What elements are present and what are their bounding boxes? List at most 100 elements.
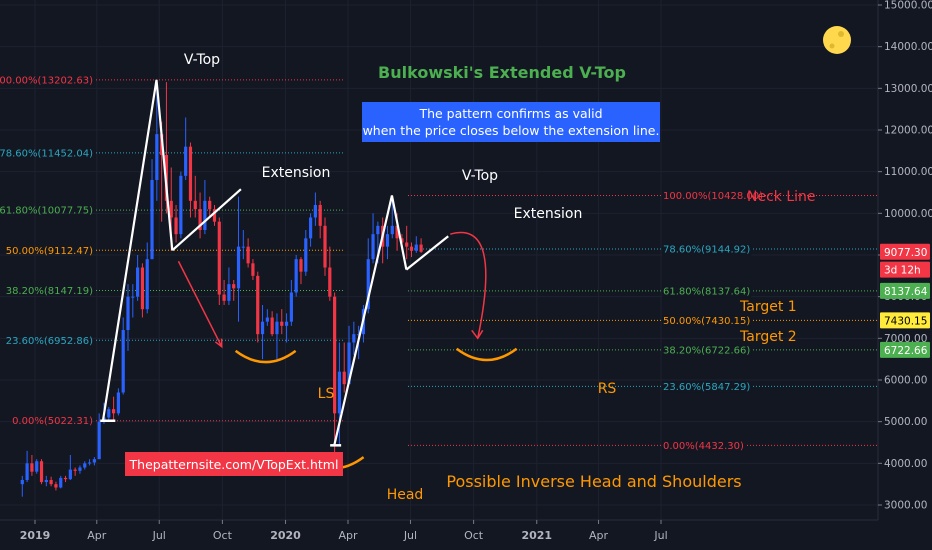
fib-right-label: 61.80%(8137.64) [663, 286, 750, 297]
fib-label-backdrop [662, 381, 752, 393]
x-tick-label: Apr [87, 529, 107, 542]
price-badge-label: 6722.66 [884, 345, 928, 357]
candle-body [30, 463, 34, 472]
x-tick-label: Apr [589, 529, 609, 542]
candle-body [136, 267, 140, 297]
fib-left-label: 0.00%(5022.31) [12, 416, 93, 427]
arrow-left [177, 260, 223, 348]
price-badge [880, 261, 930, 278]
candle-body [323, 225, 327, 268]
candle-body [280, 321, 284, 326]
candle-body [366, 259, 370, 310]
candle-body [390, 225, 394, 235]
fib-label-backdrop [662, 286, 752, 298]
candle-body [241, 246, 245, 248]
vtop-left-line [101, 79, 174, 421]
candle-body [232, 284, 236, 289]
candle-body [92, 459, 96, 463]
x-axis[interactable]: 2019 Apr Jul Oct 2020 Apr Jul Oct 2021 Apr Jul [0, 519, 878, 542]
fib-left-label: 50.00%(9112.47) [6, 246, 93, 257]
candle-body [246, 246, 250, 264]
y-tick-label: 6000.00 [884, 374, 927, 386]
candle-body [333, 296, 337, 414]
fib-left-label: 23.60%(6952.86) [6, 336, 93, 347]
fib-label-backdrop [662, 345, 752, 357]
arrow-right [450, 231, 487, 339]
candle-body [174, 217, 178, 235]
extension-right-line [405, 235, 449, 271]
arrow-left-head [214, 338, 223, 349]
y-tick-label: 10000.00 [884, 208, 932, 220]
rs-arc [455, 347, 518, 362]
candle-body [78, 467, 82, 471]
fib-label-backdrop [662, 190, 765, 202]
candle-body [212, 209, 217, 222]
candle-body [54, 484, 58, 488]
candle-body [304, 238, 308, 272]
y-tick-label: 4000.00 [884, 458, 927, 470]
x-tick-label: Jul [152, 529, 166, 542]
price-badge [880, 341, 930, 358]
y-tick-label: 3000.00 [884, 500, 927, 512]
candle-body [236, 246, 241, 289]
price-badge-label: 9077.30 [884, 247, 927, 259]
candle-body [357, 334, 361, 336]
candle-body [405, 242, 409, 247]
candle-body [59, 477, 63, 488]
candle-body [419, 244, 423, 252]
head-label: Head [387, 487, 424, 503]
candle-body [198, 209, 202, 230]
target-2-label: Target 2 [739, 329, 797, 345]
fib-right-label: 78.60%(9144.92) [663, 244, 750, 255]
candle-body [251, 263, 255, 276]
candle-body [116, 392, 120, 414]
candle-body [203, 200, 207, 230]
candle-body [126, 296, 130, 330]
candle-body [188, 146, 193, 201]
candle-body [73, 469, 77, 471]
candle-body [227, 284, 231, 301]
candle-body [155, 134, 159, 180]
candle-body [184, 146, 188, 176]
candle-body [107, 409, 111, 418]
ls-label: LS [318, 386, 335, 402]
y-tick-label: 5000.00 [884, 416, 927, 428]
x-tick-label: Apr [338, 529, 358, 542]
candle-body [39, 461, 44, 483]
candle-body [308, 217, 313, 239]
candle-body [222, 294, 226, 301]
candle-body [265, 317, 269, 322]
price-badge-label: 7430.15 [884, 315, 927, 327]
candle-body [150, 179, 154, 260]
x-tick-label: Oct [213, 529, 233, 542]
vtop-right-line [333, 195, 408, 446]
candle-body [318, 204, 322, 226]
info-box: The pattern confirms as valid when the p… [362, 102, 660, 142]
fib-label-backdrop [662, 315, 752, 327]
candle-body [400, 238, 404, 243]
candle-body [352, 334, 356, 343]
candle-body [284, 321, 289, 326]
candle-body [275, 321, 279, 335]
candle-body [169, 200, 173, 218]
chart-title: Bulkowski's Extended V-Top [378, 63, 626, 82]
y-tick-label: 14000.00 [884, 41, 932, 53]
candle-body [342, 371, 346, 385]
y-tick-label: 15000.00 [884, 0, 932, 11]
fib-right-label: 0.00%(4432.30) [663, 441, 744, 452]
candle-body [270, 317, 274, 335]
candle-body [20, 479, 24, 485]
candle-body [83, 463, 87, 468]
candle-body [409, 246, 414, 251]
y-tick-label: 12000.00 [884, 124, 932, 136]
candle-body [97, 421, 101, 460]
link-text[interactable]: Thepatternsite.com/VTopExt.html [129, 457, 339, 472]
fib-right-label: 23.60%(5847.29) [663, 382, 750, 393]
arrow-right-head [471, 329, 484, 340]
candle-body [347, 342, 351, 385]
link-box[interactable]: Thepatternsite.com/VTopExt.html [125, 452, 343, 476]
candle-body [395, 225, 399, 239]
candle-body [299, 259, 303, 272]
fib-label-backdrop [662, 244, 752, 256]
